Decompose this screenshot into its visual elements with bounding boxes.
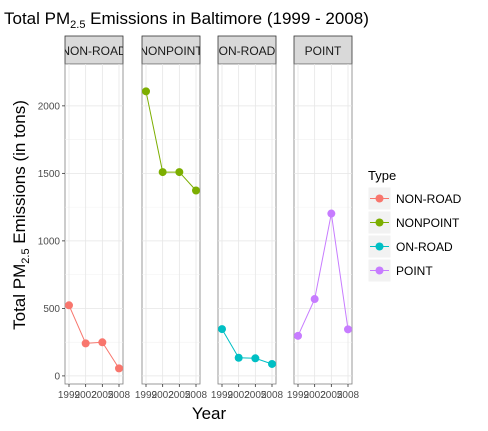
- panel-background: [64, 63, 124, 385]
- y-axis-label-sub: 2.5: [20, 248, 32, 263]
- facet-panel: NON-ROAD: [61, 35, 127, 385]
- y-tick-label: 2000: [38, 101, 61, 112]
- chart-title: Total PM2.5 Emissions in Baltimore (1999…: [4, 9, 369, 31]
- data-point: [65, 301, 73, 310]
- x-tick-label: 2005: [320, 390, 343, 401]
- series-line: [68, 305, 120, 369]
- data-point: [251, 354, 260, 363]
- legend-key-point: [375, 218, 384, 227]
- facet-panel: NONPOINT: [139, 35, 203, 385]
- data-point: [268, 359, 276, 368]
- y-axis: 0 500 1000 1500 2000: [38, 101, 65, 382]
- chart-title-main: Total PM: [4, 9, 70, 28]
- data-point: [98, 338, 107, 347]
- facet-strip: [293, 35, 353, 65]
- data-point: [294, 331, 302, 340]
- series-line: [145, 91, 197, 191]
- x-tick-label: 1999: [58, 390, 81, 401]
- legend-label: ON-ROAD: [396, 240, 453, 254]
- facet-strip-label: ON-ROAD: [219, 44, 276, 58]
- facet-strip-label: POINT: [305, 44, 342, 58]
- facet-strip-label: NONPOINT: [139, 44, 203, 58]
- facet-strip: [64, 35, 124, 65]
- y-tick-label: 500: [43, 304, 60, 315]
- data-point: [158, 168, 167, 177]
- data-point: [142, 87, 150, 96]
- y-tick-label: 1000: [38, 236, 61, 247]
- data-point: [344, 325, 352, 334]
- legend-key-point: [375, 266, 384, 275]
- facet-strip-label: NON-ROAD: [61, 44, 127, 58]
- data-point: [192, 186, 200, 195]
- x-tick-label: 2008: [185, 390, 208, 401]
- x-tick-label: 2005: [244, 390, 267, 401]
- legend-key-point: [375, 242, 384, 251]
- y-axis-label: Total PM2.5 Emissions (in tons): [10, 100, 32, 330]
- data-point: [310, 295, 319, 304]
- y-tick-label: 0: [54, 371, 60, 382]
- data-point: [115, 364, 123, 373]
- x-tick-label: 1999: [135, 390, 158, 401]
- x-tick-label: 2008: [261, 390, 284, 401]
- panel-background: [293, 63, 353, 385]
- data-point: [218, 325, 226, 334]
- x-tick-label: 2008: [337, 390, 360, 401]
- data-point: [81, 339, 90, 348]
- x-axis-label: Year: [192, 404, 227, 423]
- x-tick-label: 2002: [228, 390, 251, 401]
- x-tick-label: 1999: [287, 390, 310, 401]
- series-line: [297, 213, 349, 337]
- chart-title-sub: 2.5: [70, 19, 85, 31]
- legend-title: Type: [368, 168, 396, 183]
- x-tick-label: 1999: [211, 390, 234, 401]
- data-point: [234, 353, 243, 362]
- legend-key-point: [375, 194, 384, 203]
- y-tick-label: 1500: [38, 169, 61, 180]
- legend-label: POINT: [396, 264, 433, 278]
- x-tick-label: 2008: [108, 390, 131, 401]
- series-line: [221, 328, 273, 365]
- y-axis-label-rest: Emissions (in tons): [10, 100, 29, 248]
- facet-strip: [141, 35, 201, 65]
- x-tick-label: 2005: [168, 390, 191, 401]
- facet-panel: ON-ROAD: [217, 35, 277, 385]
- legend-label: NONPOINT: [396, 216, 460, 230]
- x-tick-label: 2005: [91, 390, 114, 401]
- facet-panel: POINT: [293, 35, 353, 385]
- facet-panels: NON-ROAD NONPOINT ON-ROAD POINT: [61, 35, 353, 385]
- data-point: [175, 168, 184, 177]
- x-tick-label: 2002: [75, 390, 98, 401]
- x-tick-label: 2002: [304, 390, 327, 401]
- panel-background: [217, 63, 277, 385]
- legend-label: NON-ROAD: [396, 192, 462, 206]
- data-point: [327, 209, 336, 218]
- chart-title-rest: Emissions in Baltimore (1999 - 2008): [85, 9, 368, 28]
- y-axis-label-main: Total PM: [10, 264, 29, 330]
- x-tick-label: 2002: [152, 390, 175, 401]
